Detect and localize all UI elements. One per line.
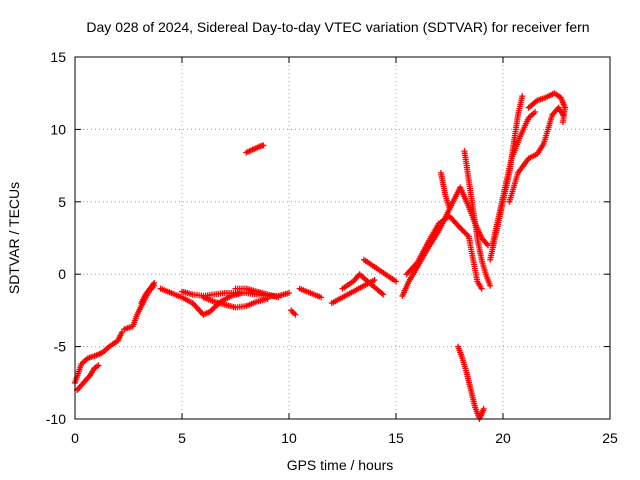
data-point-marker — [286, 290, 292, 297]
data-point-marker — [290, 310, 297, 317]
data-point-marker — [393, 278, 399, 285]
data-point-marker — [487, 282, 494, 289]
y-tick-label: 5 — [58, 194, 66, 210]
data-point-marker — [519, 93, 526, 100]
data-point-marker — [275, 294, 282, 301]
data-point-marker — [95, 362, 102, 369]
data-point-marker — [318, 294, 325, 301]
data-series — [200, 294, 271, 311]
data-series — [437, 169, 453, 213]
x-tick-label: 25 — [602, 430, 618, 446]
data-point-marker — [461, 229, 468, 236]
y-tick-label: -10 — [46, 411, 66, 427]
data-point-marker — [260, 142, 267, 149]
data-series — [232, 285, 282, 301]
data-point-marker — [371, 276, 378, 283]
data-point-marker — [292, 311, 299, 318]
plot-frame — [74, 56, 611, 420]
data-point-marker — [458, 226, 465, 233]
data-point-marker — [478, 285, 485, 292]
x-tick-label: 0 — [71, 430, 79, 446]
data-series — [138, 279, 158, 307]
data-series — [74, 362, 102, 394]
data-series — [525, 90, 569, 126]
y-tick-label: 15 — [50, 49, 66, 65]
data-point-marker — [151, 279, 158, 286]
data-series — [296, 285, 325, 301]
chart-title: Day 028 of 2024, Sidereal Day-to-day VTE… — [86, 19, 589, 35]
y-tick-label: 0 — [58, 266, 66, 282]
data-series — [288, 307, 299, 318]
data-series — [157, 285, 245, 318]
x-tick-label: 10 — [281, 430, 297, 446]
data-series — [339, 271, 387, 298]
data-point-marker — [480, 405, 487, 412]
data-series — [403, 213, 485, 292]
x-tick-label: 15 — [388, 430, 404, 446]
data-point-marker — [446, 206, 453, 213]
y-tick-label: 10 — [50, 121, 66, 137]
data-series — [72, 329, 126, 386]
data-series — [461, 148, 494, 289]
data-point-marker — [460, 227, 467, 234]
data-point-marker — [380, 291, 387, 298]
grid — [75, 57, 610, 419]
data-series — [506, 104, 566, 205]
data-point-marker — [289, 308, 296, 315]
x-tick-label: 20 — [495, 430, 511, 446]
x-axis-label: GPS time / hours — [287, 457, 394, 473]
data-series — [121, 282, 158, 333]
data-series — [243, 142, 267, 156]
data-point-marker — [288, 307, 295, 314]
data-points — [72, 90, 569, 422]
x-tick-label: 5 — [178, 430, 186, 446]
data-point-marker — [559, 119, 566, 126]
y-tick-label: -5 — [54, 339, 67, 355]
data-series — [489, 109, 539, 249]
axis-ticks: 0 5 10 15 20 25 -10 -5 0 5 10 15 — [46, 49, 618, 446]
data-point-marker — [532, 109, 539, 116]
data-series — [360, 256, 399, 285]
data-point-marker — [462, 230, 469, 237]
data-series — [455, 343, 487, 422]
y-axis-label: SDTVAR / TECUs — [6, 182, 22, 294]
